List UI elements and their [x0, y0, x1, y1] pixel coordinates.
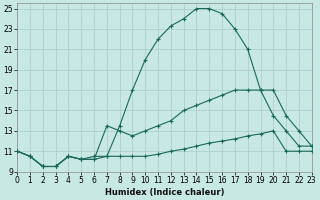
X-axis label: Humidex (Indice chaleur): Humidex (Indice chaleur) — [105, 188, 224, 197]
